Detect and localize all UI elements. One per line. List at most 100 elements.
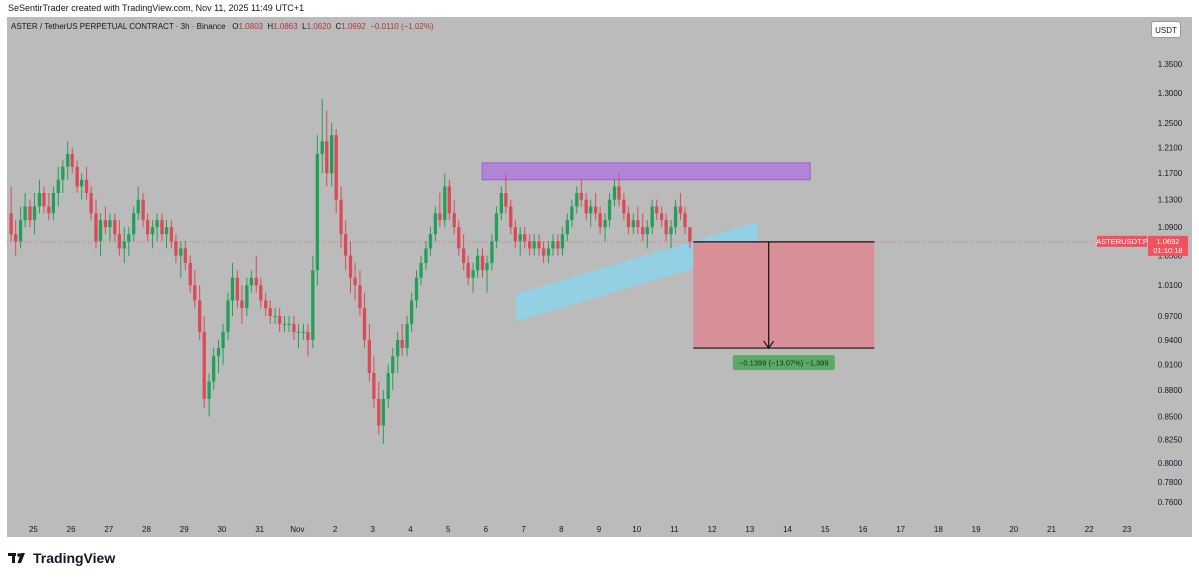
symbol-info-line: ASTER / TetherUS PERPETUAL CONTRACT · 3h… — [11, 22, 434, 31]
candle — [66, 141, 70, 180]
candle — [598, 206, 602, 235]
x-tick-label: 30 — [217, 525, 226, 534]
candle — [673, 199, 678, 235]
candle-body — [641, 227, 645, 235]
x-tick-label: 28 — [142, 525, 151, 534]
candle-body — [499, 193, 503, 214]
measure-label-box — [732, 355, 835, 371]
candle — [372, 356, 376, 408]
open-label: O — [232, 22, 239, 31]
candle-body — [264, 300, 268, 309]
y-tick-label: 1.0900 — [1158, 223, 1183, 232]
currency-button[interactable]: USDT — [1151, 21, 1181, 38]
candle — [127, 227, 131, 256]
high-value: 1.0863 — [273, 22, 298, 31]
candle — [537, 234, 541, 256]
x-tick-label: 23 — [1122, 525, 1131, 534]
candle — [391, 348, 395, 391]
candle — [428, 227, 433, 256]
candle-body — [287, 323, 291, 325]
last-price-value: 1.0692 — [1157, 237, 1180, 246]
y-tick-label: 1.2500 — [1158, 119, 1183, 128]
candle-body — [66, 153, 70, 167]
x-tick-label: 18 — [934, 525, 943, 534]
candle-body — [607, 199, 612, 221]
candle — [94, 199, 98, 249]
candle — [296, 323, 301, 349]
candle-body — [325, 141, 329, 174]
candle-body — [372, 373, 376, 399]
tradingview-logo-icon — [8, 553, 25, 563]
candle — [193, 270, 197, 309]
candle-body — [433, 213, 438, 235]
x-tick-label: 8 — [559, 525, 564, 534]
candle — [150, 220, 155, 249]
candle — [51, 186, 56, 221]
candle-body — [37, 193, 42, 207]
candle — [457, 220, 461, 256]
candle-body — [122, 241, 126, 249]
candle — [513, 220, 517, 249]
candle — [136, 186, 140, 221]
candle-body — [339, 199, 343, 235]
candle — [409, 292, 414, 332]
candle-body — [537, 241, 541, 249]
symbol-price-tag — [1097, 235, 1147, 247]
candle-body — [636, 220, 640, 228]
x-tick-label: 26 — [67, 525, 76, 534]
candle — [183, 241, 188, 271]
candle — [589, 199, 593, 228]
x-tick-label: 14 — [783, 525, 792, 534]
candle-body — [452, 213, 456, 228]
candle — [509, 199, 513, 235]
candle — [631, 213, 635, 235]
chart-area[interactable]: −0.1399 (−13.07%) −1,399 1.3500 1.3000 1.2… — [7, 17, 1192, 537]
candle-body — [556, 241, 560, 249]
candle — [579, 179, 583, 207]
candle — [89, 186, 93, 221]
candle-body — [89, 193, 93, 214]
candle-body — [584, 199, 588, 214]
candle-body — [409, 300, 414, 324]
candle — [277, 308, 282, 332]
change-value: −0.0110 (−1.02%) — [370, 22, 434, 31]
candle — [678, 193, 683, 221]
x-tick-label: 29 — [180, 525, 189, 534]
candle — [688, 227, 692, 249]
candle — [353, 262, 357, 301]
low-value: 1.0620 — [306, 22, 332, 31]
x-tick-label: 6 — [484, 525, 489, 534]
chart-caption: SeSentirTrader created with TradingView.… — [8, 3, 305, 13]
candle-body — [688, 227, 692, 242]
candle — [386, 364, 390, 408]
y-tick-label: 1.1300 — [1158, 196, 1183, 205]
candle-body — [509, 206, 513, 228]
candle-body — [51, 193, 56, 214]
close-label: C — [335, 22, 342, 31]
candle — [235, 270, 240, 309]
candle-body — [443, 186, 447, 221]
candle-body — [598, 213, 602, 228]
candle — [532, 234, 536, 256]
candle — [494, 206, 499, 249]
candle — [645, 220, 649, 249]
candle — [419, 255, 423, 286]
candle-body — [183, 248, 188, 263]
high-label: H — [267, 22, 274, 31]
candle — [523, 227, 527, 249]
candle — [245, 277, 249, 317]
candle — [259, 277, 263, 309]
candle-body — [589, 206, 593, 214]
y-tick-label: 0.9700 — [1158, 312, 1183, 321]
candle — [400, 323, 404, 357]
candle — [226, 292, 230, 340]
y-tick-label: 1.2100 — [1158, 144, 1183, 153]
candle — [164, 220, 169, 249]
candle — [377, 381, 381, 435]
candlestick-chart[interactable]: −0.1399 (−13.07%) −1,399 1.3500 1.3000 1.2… — [7, 17, 1192, 537]
candle-body — [362, 308, 367, 340]
candle-body — [579, 193, 583, 200]
candle-body — [631, 220, 635, 228]
x-tick-label: 27 — [104, 525, 113, 534]
symbol-title: ASTER / TetherUS PERPETUAL CONTRACT · 3h… — [11, 22, 226, 31]
